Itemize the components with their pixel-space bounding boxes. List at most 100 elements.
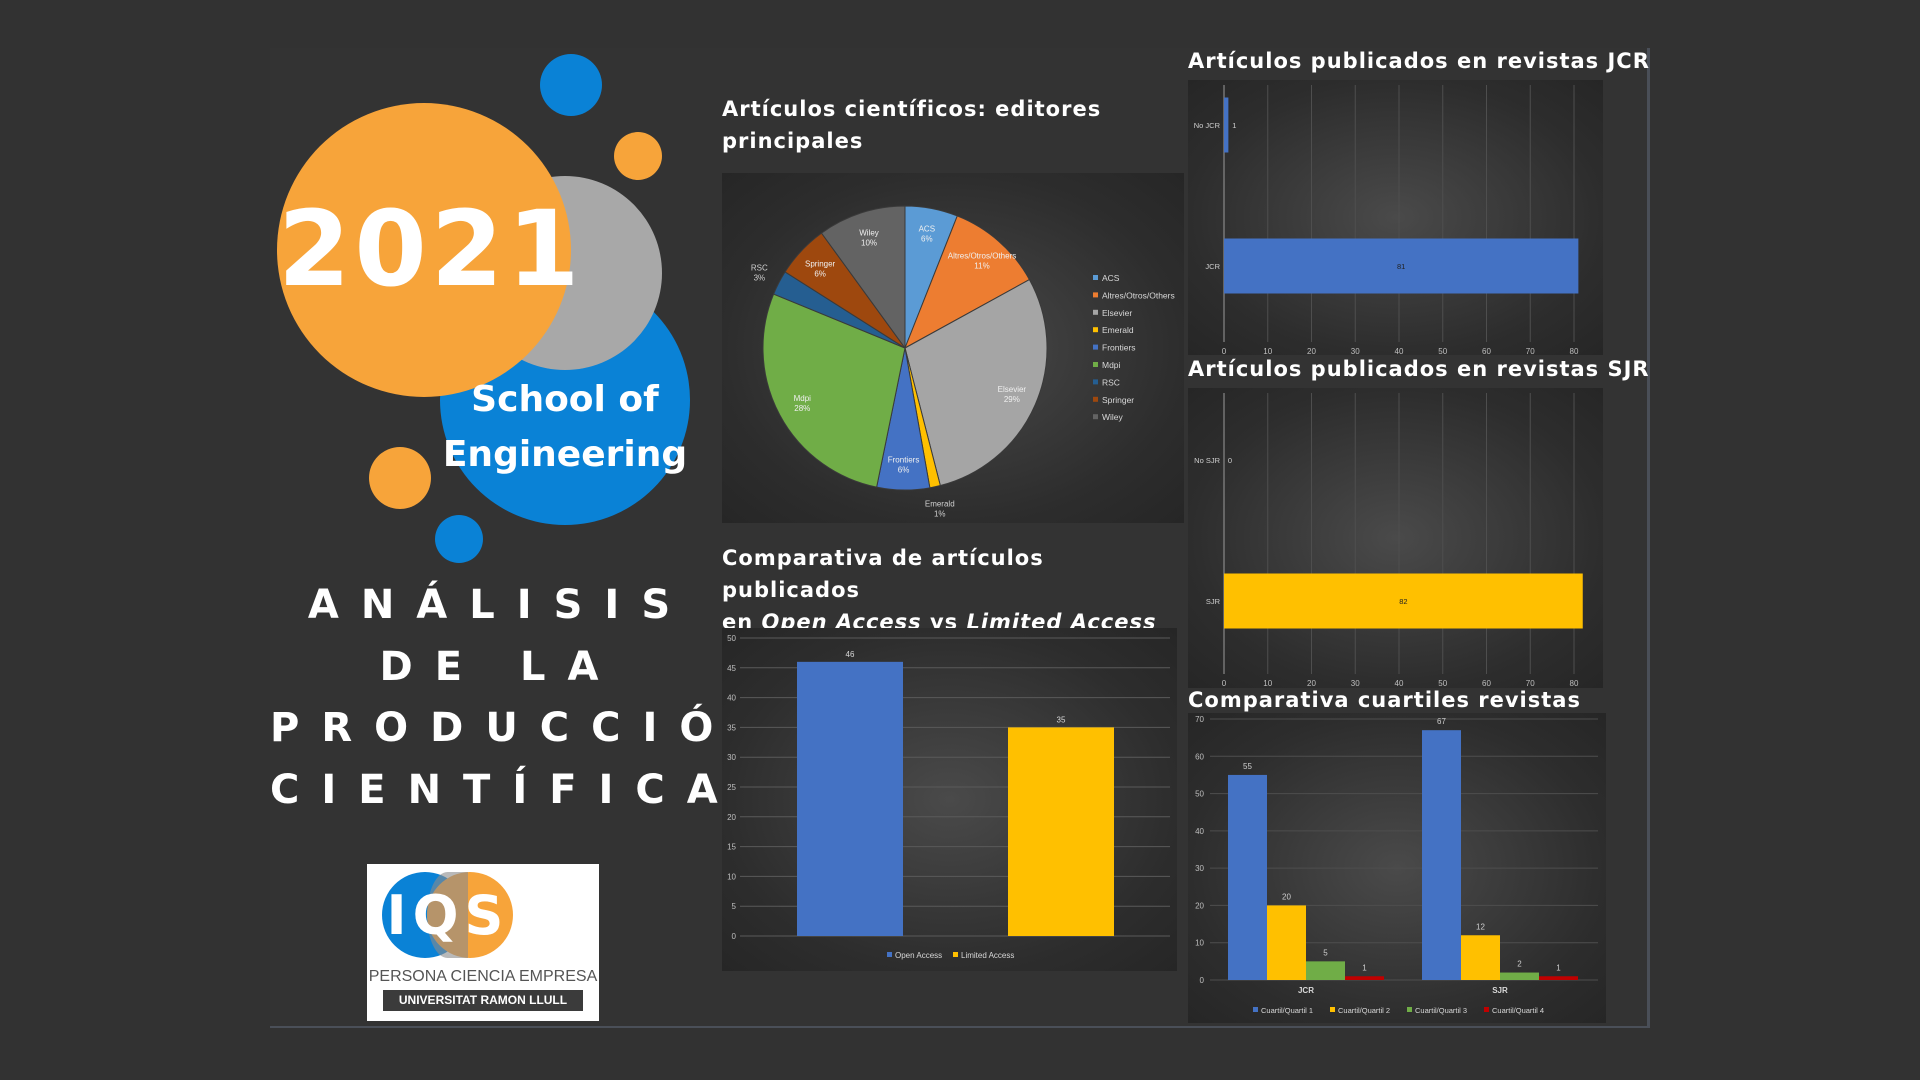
quartile-value-1-2: 2 (1517, 960, 1522, 969)
jcr-category-0: No JCR (1194, 121, 1221, 130)
access-ytick-10: 50 (727, 634, 736, 643)
jcr-category-1: JCR (1205, 262, 1220, 271)
pie-slice-1 (904, 215, 1031, 350)
access-legend-swatch-0 (887, 952, 892, 957)
quartile-ytick-3: 30 (1195, 864, 1204, 873)
access-legend-swatch-1 (953, 952, 958, 957)
pie-legend-label-7: Springer (1102, 395, 1134, 405)
sjr-xtick-7: 70 (1526, 679, 1535, 688)
access-legend-label-1: Limited Access (961, 951, 1014, 960)
pie-chart-panel: ACS 6% ACS Altres/Otros/Others 11% Altres/Otr… (722, 173, 1184, 523)
access-chart: 0 5 10 15 20 25 30 35 40 45 50 46 Open Access 35 Limit… (727, 634, 1170, 960)
jcr-xtick-2: 20 (1307, 347, 1316, 355)
pie-legend-swatch-5 (1093, 362, 1098, 367)
pie-percent-4: 6% (898, 465, 910, 474)
orange-circle-large (277, 103, 571, 397)
pie-percent-3: 1% (934, 509, 946, 518)
pie-chart-title: Artículos científicos: editores principa… (722, 97, 1102, 153)
quartile-chart-title: Comparativa cuartiles revistas (1188, 688, 1581, 712)
jcr-xtick-0: 0 (1222, 347, 1227, 355)
right-edge (1647, 48, 1650, 1028)
quartile-value-1-0: 67 (1437, 717, 1446, 726)
quartile-value-1-1: 12 (1476, 922, 1485, 931)
quartile-ytick-6: 60 (1195, 752, 1204, 761)
logo-university: UNIVERSITAT RAMON LLULL (383, 990, 583, 1011)
sjr-xtick-0: 0 (1222, 679, 1227, 688)
access-ytick-0: 0 (732, 932, 737, 941)
quartile-value-1-3: 1 (1556, 963, 1561, 972)
pie-label-6: RSC (751, 264, 768, 273)
pie-legend-label-1: Altres/Otros/Others (1102, 290, 1175, 300)
sjr-xtick-5: 50 (1438, 679, 1447, 688)
pie-legend-label-5: Mdpi (1102, 360, 1121, 370)
pie-percent-5: 28% (794, 404, 810, 413)
quartile-ytick-7: 70 (1195, 715, 1204, 724)
quartile-legend-label-1: Cuartil/Quartil 2 (1338, 1006, 1390, 1015)
jcr-value-1: 81 (1397, 262, 1405, 271)
school-line-2: Engineering (442, 434, 688, 475)
quartile-chart-panel: 0 10 20 30 40 50 60 70 55 20 5 1 JCR 67 12 2 1 SJR Cuartil… (1188, 713, 1606, 1023)
quartile-value-0-3: 1 (1362, 963, 1367, 972)
quartile-bar-0-1 (1267, 905, 1306, 980)
jcr-xtick-4: 40 (1395, 347, 1404, 355)
headline-line-2: DE LA (379, 644, 621, 690)
pie-label-0: ACS (919, 225, 935, 234)
quartile-ytick-1: 10 (1195, 939, 1204, 948)
quartile-bar-0-2 (1306, 961, 1345, 980)
quartile-ytick-5: 50 (1195, 790, 1204, 799)
pie-legend-swatch-3 (1093, 327, 1098, 333)
logo-circle-overlap (427, 872, 468, 958)
pie-percent-8: 10% (861, 238, 877, 247)
pie-legend-swatch-7 (1093, 396, 1098, 402)
headline-line-1: ANÁLISIS (307, 582, 693, 628)
jcr-bar-0 (1224, 97, 1229, 153)
access-ytick-5: 25 (727, 783, 736, 792)
quartile-bar-1-2 (1500, 972, 1539, 980)
quartile-category-0: JCR (1298, 986, 1314, 995)
jcr-bar-1 (1224, 238, 1579, 294)
pie-chart: ACS6%ACSAltres/Otros/Others11%Altres/Otr… (751, 205, 1175, 518)
year-label: 2021 (278, 188, 584, 310)
access-chart-panel: 0 5 10 15 20 25 30 35 40 45 50 46 Open Access 35 Limit… (722, 628, 1177, 971)
pie-slice-2 (904, 278, 1048, 487)
access-legend-label-0: Open Access (895, 951, 942, 960)
pie-legend-swatch-8 (1093, 414, 1098, 420)
sjr-value-1: 82 (1399, 597, 1407, 606)
quartile-legend-label-0: Cuartil/Quartil 1 (1261, 1006, 1313, 1015)
quartile-legend-swatch-3 (1484, 1007, 1489, 1012)
access-bar-value-0: 46 (846, 650, 855, 659)
pie-legend-label-3: Emerald (1102, 325, 1134, 335)
quartile-legend-label-2: Cuartil/Quartil 3 (1415, 1006, 1467, 1015)
small-blue-circle-top (540, 54, 602, 116)
school-name: School of Engineering (440, 372, 690, 482)
quartile-chart: 0 10 20 30 40 50 60 70 55 20 5 1 JCR 67 12 2 1 SJR Cuartil… (1195, 715, 1598, 1015)
jcr-xtick-1: 10 (1263, 347, 1272, 355)
sjr-chart-panel: 0 10 20 30 40 50 60 70 80 No SJR 0 SJR 82 (1188, 388, 1603, 688)
jcr-chart-title: Artículos publicados en revistas JCR (1188, 49, 1650, 73)
access-ytick-8: 40 (727, 694, 736, 703)
access-bar-value-1: 35 (1057, 715, 1066, 724)
pie-label-2: Elsevier (998, 385, 1027, 394)
pie-legend-label-4: Frontiers (1102, 343, 1136, 353)
sjr-chart: 0 10 20 30 40 50 60 70 80 No SJR 0 SJR 82 (1194, 393, 1583, 688)
access-ytick-9: 45 (727, 664, 736, 673)
access-ytick-3: 15 (727, 843, 736, 852)
quartile-value-0-1: 20 (1282, 892, 1291, 901)
access-bar-1 (1008, 727, 1114, 936)
jcr-xtick-6: 60 (1482, 347, 1491, 355)
headline-line-3: PRODUCCIÓN (270, 705, 791, 751)
quartile-ytick-0: 0 (1200, 976, 1205, 985)
quartile-legend-swatch-1 (1330, 1007, 1335, 1012)
quartile-ytick-4: 40 (1195, 827, 1204, 836)
pie-slice-8 (820, 205, 906, 350)
jcr-xtick-8: 80 (1570, 347, 1579, 355)
access-ytick-6: 30 (727, 753, 736, 762)
pie-legend-label-0: ACS (1102, 273, 1120, 283)
access-bar-0 (797, 661, 903, 936)
pie-percent-1: 11% (974, 262, 989, 271)
access-ytick-7: 35 (727, 723, 736, 732)
pie-legend-label-2: Elsevier (1102, 308, 1132, 318)
sjr-category-1: SJR (1206, 597, 1221, 606)
pie-label-1: Altres/Otros/Others (948, 252, 1016, 261)
quartile-bar-1-0 (1422, 730, 1461, 980)
